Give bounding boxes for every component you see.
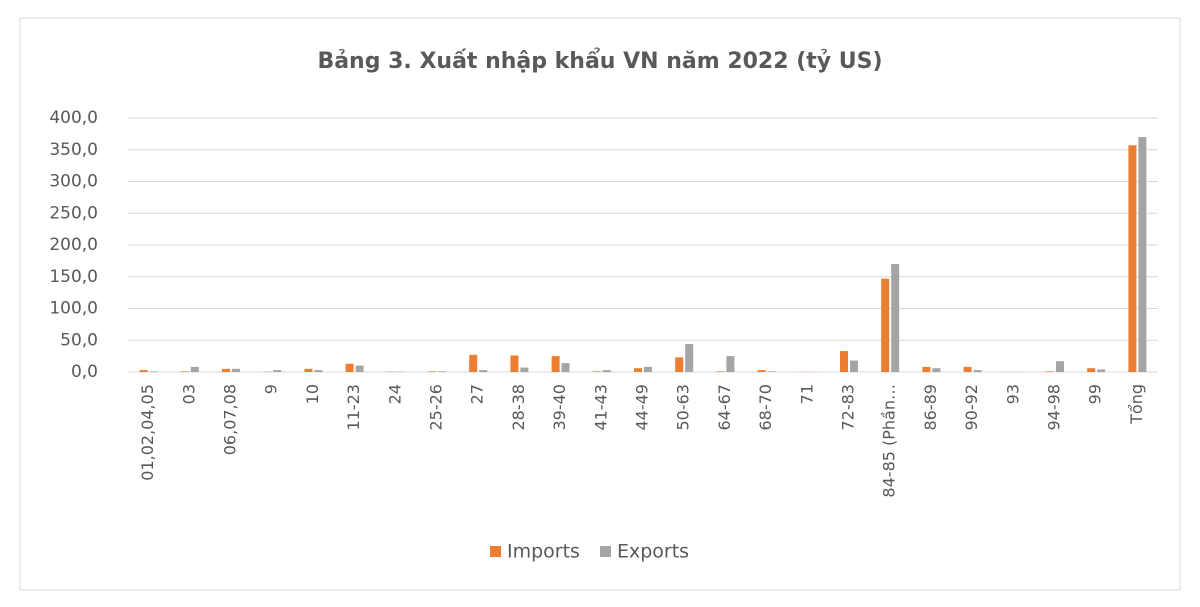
bar: [510, 355, 519, 372]
x-tick-label: 28-38: [509, 384, 528, 431]
bar: [1046, 371, 1054, 372]
bar: [551, 356, 560, 372]
bar: [314, 370, 323, 372]
x-tick-label: 72-83: [839, 384, 858, 431]
bar: [685, 344, 694, 372]
x-tick-label: 03: [179, 384, 198, 404]
bar: [304, 368, 313, 372]
x-tick-label: 71: [797, 384, 816, 404]
bar: [932, 368, 941, 372]
bar: [190, 366, 199, 372]
y-tick-label: 300,0: [49, 172, 98, 192]
bar: [428, 371, 436, 372]
bar: [716, 371, 725, 372]
x-tick-label: 01,02,04,05: [138, 384, 157, 481]
x-tick-label: 41-43: [591, 384, 610, 431]
bar: [973, 370, 982, 372]
bar: [644, 366, 652, 372]
bar: [963, 366, 972, 372]
bar: [592, 371, 601, 372]
y-tick-label: 350,0: [49, 140, 98, 160]
x-tick-label: 27: [468, 384, 487, 404]
bar: [180, 371, 189, 372]
x-tick-label: 9: [262, 384, 281, 394]
legend-label: Imports: [507, 541, 580, 563]
bar: [561, 363, 570, 372]
bar: [1097, 369, 1106, 372]
x-tick-label: 99: [1086, 384, 1105, 404]
bar: [675, 357, 684, 372]
bar: [767, 371, 776, 372]
y-tick-label: 50,0: [60, 330, 98, 350]
legend-swatch: [490, 546, 501, 557]
bar: [891, 264, 900, 372]
bar: [222, 368, 230, 372]
x-tick-label: 44-49: [633, 384, 652, 431]
y-tick-label: 400,0: [49, 108, 98, 128]
y-tick-label: 250,0: [49, 203, 98, 223]
bar: [840, 351, 848, 372]
x-tick-label: 25-26: [427, 384, 446, 431]
bar: [634, 368, 642, 372]
bar: [479, 370, 488, 372]
chart-title: Bảng 3. Xuất nhập khẩu VN năm 2022 (tỷ U…: [317, 48, 882, 74]
x-tick-label: 93: [1003, 384, 1022, 404]
bar: [1056, 361, 1064, 372]
bar: [438, 371, 446, 372]
bar: [757, 370, 766, 372]
bar: [726, 356, 735, 372]
x-tick-label: 68-70: [756, 384, 775, 431]
x-tick-label: 84-85 (Phần…: [880, 384, 899, 498]
bar: [922, 366, 931, 372]
y-tick-label: 100,0: [49, 299, 98, 319]
bar: [139, 370, 148, 372]
x-tick-label: 50-63: [674, 384, 693, 431]
x-tick-label: 24: [385, 384, 404, 404]
x-tick-label: 86-89: [921, 384, 940, 431]
y-tick-label: 150,0: [49, 267, 98, 287]
bar: [881, 278, 890, 372]
x-tick-label: 39-40: [550, 384, 569, 431]
bar: [469, 354, 478, 372]
bar: [1087, 368, 1096, 372]
bar: [850, 360, 858, 372]
bar: [1128, 145, 1137, 372]
bar: [149, 371, 158, 372]
x-tick-label: 10: [303, 384, 322, 404]
legend-label: Exports: [617, 541, 689, 563]
y-tick-label: 200,0: [49, 235, 98, 255]
x-tick-label: 90-92: [962, 384, 981, 431]
x-tick-label: 94-98: [1045, 384, 1064, 431]
chart-border: [19, 17, 1181, 591]
bar: [602, 370, 611, 372]
bar: [273, 370, 282, 372]
x-tick-label: 11-23: [344, 384, 363, 431]
x-tick-label: 06,07,08: [221, 384, 240, 455]
y-tick-label: 0,0: [71, 362, 98, 382]
bar: [232, 368, 240, 372]
bar: [355, 365, 364, 372]
bar: [1138, 137, 1147, 372]
x-tick-label: Tổng: [1127, 384, 1146, 425]
bar: [345, 363, 354, 372]
x-tick-label: 64-67: [715, 384, 734, 431]
legend-swatch: [599, 546, 611, 557]
bar: [520, 367, 529, 372]
